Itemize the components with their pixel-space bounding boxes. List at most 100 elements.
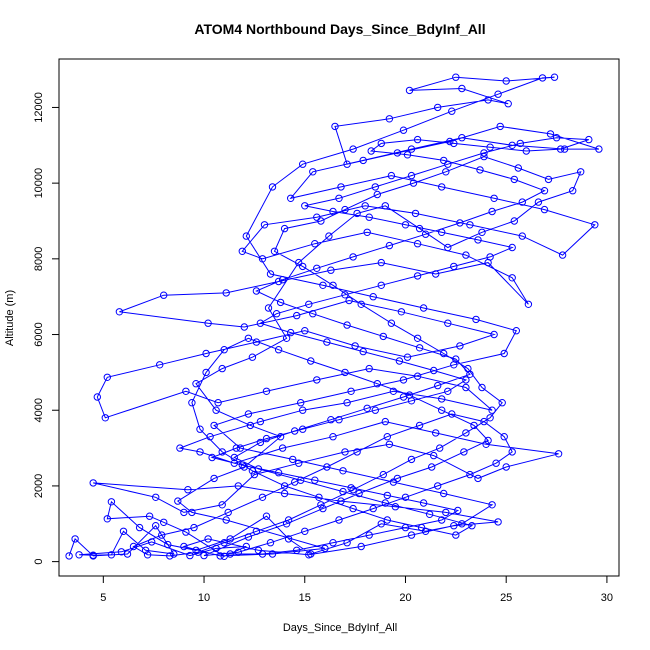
data-point	[377, 139, 385, 148]
data-point	[220, 539, 228, 547]
data-point	[218, 448, 226, 456]
data-point	[309, 310, 317, 318]
data-point	[299, 425, 307, 433]
y-tick-label: 6000	[33, 322, 45, 346]
data-point	[486, 253, 494, 261]
data-point	[494, 90, 502, 98]
data-point	[444, 319, 452, 327]
data-point	[206, 433, 214, 441]
data-point	[389, 387, 398, 395]
data-point	[452, 531, 460, 539]
data-point	[413, 135, 422, 144]
data-point	[182, 528, 190, 536]
data-point	[460, 448, 468, 456]
data-point	[145, 512, 154, 520]
data-point	[482, 440, 490, 448]
data-point	[284, 516, 293, 524]
data-point	[440, 156, 448, 165]
data-point	[101, 414, 110, 422]
data-point	[518, 198, 526, 206]
data-point	[301, 202, 309, 210]
data-point	[278, 444, 287, 452]
data-point	[158, 531, 166, 539]
data-point	[305, 300, 313, 308]
data-point	[432, 429, 440, 437]
data-point	[270, 247, 279, 256]
data-point	[393, 474, 402, 483]
data-point	[556, 145, 565, 153]
data-point	[230, 459, 239, 467]
data-point	[351, 342, 359, 350]
data-point	[355, 489, 363, 498]
data-point	[434, 482, 442, 490]
data-point	[160, 518, 168, 526]
data-point	[488, 207, 496, 216]
data-point	[508, 274, 516, 282]
data-point	[385, 115, 394, 123]
data-point	[494, 518, 502, 526]
data-point	[381, 417, 389, 426]
data-point	[148, 538, 156, 546]
data-point	[335, 516, 343, 524]
data-point	[301, 327, 309, 335]
data-point	[176, 444, 184, 452]
data-point	[329, 539, 337, 547]
data-point	[252, 527, 261, 535]
data-point	[252, 287, 261, 295]
data-point	[268, 183, 277, 191]
data-point	[401, 221, 410, 229]
data-point	[107, 551, 116, 559]
y-tick-label: 8000	[33, 247, 45, 271]
data-point	[399, 126, 408, 134]
data-point	[135, 523, 144, 532]
data-point	[226, 535, 234, 543]
data-point	[373, 190, 381, 199]
data-point	[200, 551, 208, 560]
data-point	[480, 149, 488, 157]
data-point	[558, 251, 567, 259]
data-point	[434, 103, 442, 112]
data-point	[345, 296, 353, 305]
data-point	[407, 455, 416, 464]
data-point	[430, 366, 438, 375]
data-point	[518, 232, 526, 240]
data-point	[299, 160, 307, 168]
data-point	[510, 217, 518, 225]
data-point	[71, 535, 79, 543]
data-point	[401, 523, 410, 532]
data-point	[222, 289, 230, 297]
data-point	[504, 100, 512, 108]
data-point	[311, 240, 319, 248]
data-point	[466, 470, 474, 479]
data-point	[152, 522, 160, 530]
data-point	[444, 160, 452, 168]
data-point	[379, 332, 387, 341]
data-point	[208, 453, 216, 462]
data-point	[240, 463, 249, 471]
data-point	[510, 175, 518, 184]
data-point	[458, 84, 466, 93]
data-point	[585, 135, 593, 144]
data-layer	[65, 73, 603, 560]
data-point	[196, 425, 204, 433]
data-point	[234, 482, 243, 490]
data-point	[331, 122, 339, 131]
data-point	[413, 240, 422, 248]
data-point	[397, 308, 406, 316]
data-point	[446, 137, 454, 146]
data-point	[75, 551, 83, 559]
data-point	[313, 376, 321, 384]
data-point	[264, 304, 273, 312]
data-point	[349, 145, 357, 153]
data-point	[335, 416, 343, 424]
data-point	[377, 258, 385, 267]
data-point	[440, 349, 448, 358]
data-point	[160, 291, 168, 299]
data-point	[389, 478, 398, 486]
data-point	[313, 264, 321, 272]
data-point	[202, 368, 210, 377]
data-point	[383, 433, 391, 441]
data-point	[301, 527, 309, 535]
data-point	[262, 387, 271, 395]
data-point	[442, 508, 450, 517]
